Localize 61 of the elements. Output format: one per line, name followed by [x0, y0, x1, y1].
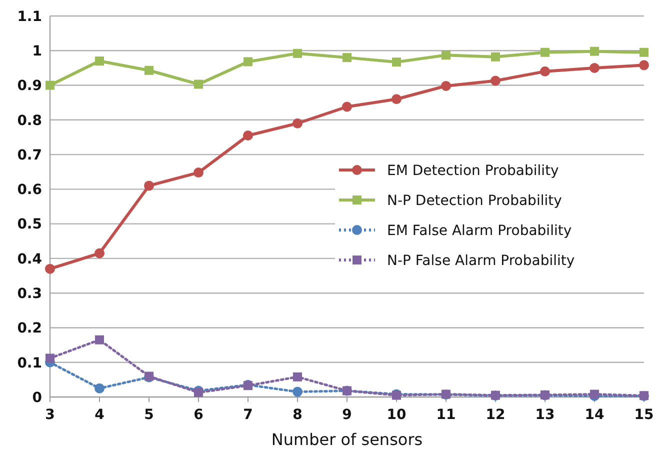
legend-label: N-P Detection Probability: [387, 192, 562, 209]
point: [94, 383, 104, 394]
x-tick-label: 10: [386, 407, 406, 423]
point: [392, 58, 401, 67]
point: [540, 48, 550, 57]
y-tick-label: 0.8: [17, 112, 42, 129]
point: [590, 46, 599, 56]
x-tick-label: 13: [535, 407, 555, 423]
x-tick-label: 8: [292, 407, 302, 423]
point: [95, 56, 104, 66]
legend-label: N-P False Alarm Probability: [387, 252, 575, 269]
point: [95, 335, 104, 344]
x-tick-label: 9: [342, 407, 352, 423]
point: [292, 118, 302, 128]
x-tick-label: 11: [436, 407, 456, 423]
y-tick-label: 0.9: [17, 78, 42, 94]
x-tick-label: 6: [194, 407, 204, 423]
x-tick-label: 7: [243, 407, 253, 423]
point: [45, 264, 55, 274]
y-tick-label: 0.3: [17, 286, 42, 302]
y-tick-label: 0.2: [17, 320, 42, 337]
y-tick-label: 0.4: [17, 251, 42, 268]
y-tick-label: 0: [32, 390, 42, 406]
x-tick-label: 4: [94, 407, 105, 423]
point: [639, 60, 649, 70]
point: [441, 80, 451, 91]
x-tick-label: 12: [486, 407, 506, 423]
point: [46, 354, 54, 363]
point: [194, 80, 203, 89]
legend-label: EM Detection Probability: [387, 162, 559, 179]
point: [342, 53, 352, 62]
y-tick-label: 0.1: [17, 355, 42, 372]
y-tick-label: 0.6: [17, 182, 42, 198]
x-tick-label: 15: [634, 407, 654, 423]
point: [490, 76, 500, 86]
point: [442, 50, 450, 60]
point: [342, 102, 352, 112]
point: [640, 48, 648, 57]
x-tick-label: 3: [45, 407, 55, 423]
point: [94, 248, 104, 258]
point: [392, 94, 402, 104]
legend-label: EM False Alarm Probability: [387, 222, 572, 239]
x-tick-label: 5: [144, 407, 154, 423]
point: [590, 62, 600, 73]
point: [244, 57, 252, 66]
point: [194, 168, 204, 178]
point: [293, 48, 302, 58]
x-tick-label: 14: [584, 407, 604, 423]
point: [292, 386, 302, 397]
y-tick-label: 0.7: [17, 147, 42, 164]
point: [144, 180, 154, 191]
point: [243, 130, 253, 140]
point: [144, 66, 154, 75]
point: [540, 66, 550, 76]
y-tick-label: 0.5: [17, 216, 42, 233]
point: [491, 52, 500, 62]
x-axis-title: Number of sensors: [271, 430, 423, 449]
y-tick-label: 1: [32, 44, 42, 60]
y-tick-label: 1.1: [17, 8, 42, 25]
point: [46, 80, 54, 90]
point: [293, 372, 302, 382]
